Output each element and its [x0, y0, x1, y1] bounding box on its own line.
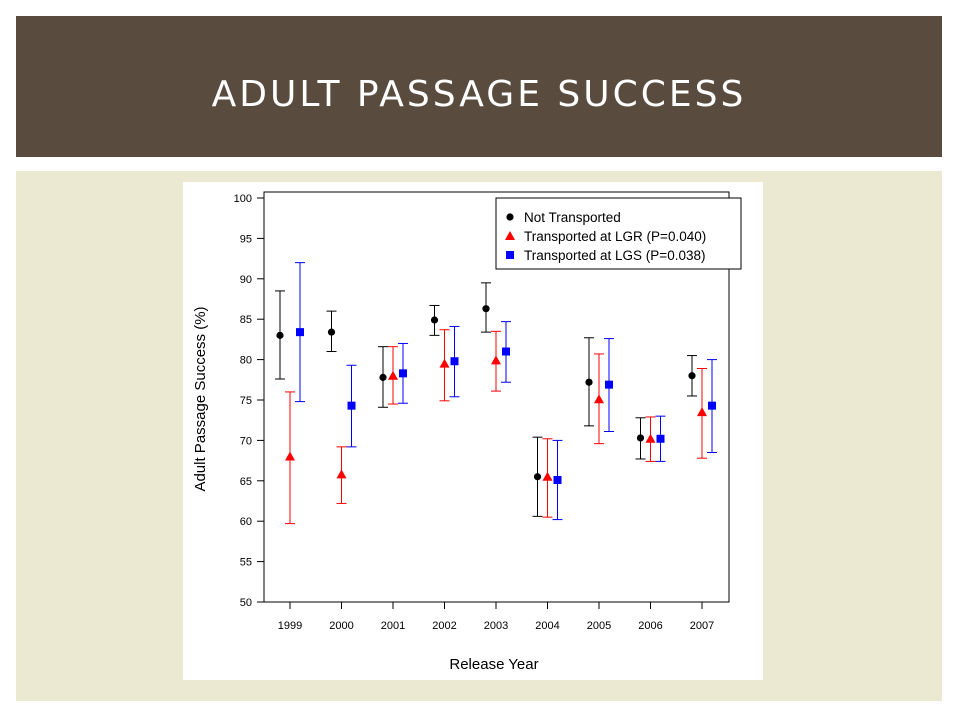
- title-banner: ADULT PASSAGE SUCCESS: [16, 16, 942, 157]
- data-point: [636, 434, 645, 442]
- x-tick-label: 1999: [278, 620, 302, 632]
- y-axis-title: Adult Passage Success (%): [192, 306, 209, 491]
- data-point: [276, 331, 284, 339]
- slide-title: ADULT PASSAGE SUCCESS: [211, 74, 747, 115]
- y-tick-label: 85: [240, 314, 252, 326]
- x-tick-label: 2002: [432, 620, 456, 632]
- passage-success-chart: 50 55 60 65 70 75 80 85 90 95 100 1999 2000 2001 2002 2…: [192, 191, 742, 673]
- x-tick-label: 2004: [535, 620, 559, 632]
- legend-label: Not Transported: [524, 210, 621, 225]
- data-point: [450, 357, 459, 366]
- x-tick-label: 2007: [690, 620, 714, 632]
- x-tick-label: 2006: [638, 620, 662, 632]
- legend-marker: [505, 231, 515, 240]
- data-point: [347, 401, 356, 410]
- y-tick-label: 80: [240, 355, 252, 367]
- x-axis-title: Release Year: [449, 656, 538, 673]
- data-point: [708, 401, 716, 410]
- x-tick-label: 2001: [381, 620, 405, 632]
- legend-label: Transported at LGS (P=0.038): [524, 248, 705, 263]
- legend: Not Transported Transported at LGR (P=0.0…: [495, 197, 742, 270]
- y-tick-label: 95: [240, 233, 252, 245]
- series-3: [295, 262, 717, 521]
- series-2: [285, 329, 707, 525]
- data-point: [605, 380, 613, 389]
- data-point: [327, 328, 336, 336]
- data-point: [645, 433, 656, 443]
- data-point: [296, 328, 304, 337]
- x-tick-label: 2005: [587, 620, 611, 632]
- x-tick-label: 2003: [484, 620, 508, 632]
- marks-layer: [275, 262, 717, 525]
- data-point: [399, 369, 407, 378]
- y-tick-label: 100: [234, 193, 252, 205]
- data-point: [533, 473, 542, 481]
- y-tick-label: 75: [240, 395, 252, 407]
- series-1: [275, 282, 697, 517]
- y-tick-label: 90: [240, 274, 252, 286]
- legend-label: Transported at LGR (P=0.040): [524, 229, 706, 244]
- legend-box: [495, 197, 742, 270]
- data-point: [585, 378, 593, 386]
- legend-marker: [506, 213, 514, 221]
- chart-panel: 50 55 60 65 70 75 80 85 90 95 100 1999 2000 2001 2002 2…: [183, 182, 763, 680]
- data-point: [482, 305, 490, 313]
- data-point: [697, 407, 707, 417]
- y-tick-label: 60: [240, 516, 252, 528]
- legend-marker: [506, 251, 514, 259]
- x-tick-label: 2000: [329, 620, 353, 632]
- data-point: [430, 316, 439, 324]
- data-point: [542, 471, 553, 481]
- y-tick-label: 65: [240, 476, 252, 488]
- data-point: [336, 469, 347, 479]
- data-point: [285, 451, 295, 461]
- data-point: [502, 347, 510, 356]
- y-tick-label: 55: [240, 557, 252, 569]
- y-tick-label: 50: [240, 597, 252, 609]
- data-point: [491, 355, 501, 365]
- data-point: [688, 372, 696, 380]
- data-point: [439, 358, 450, 368]
- data-point: [553, 475, 562, 484]
- data-point: [379, 373, 387, 381]
- y-tick-label: 70: [240, 435, 252, 447]
- data-point: [388, 370, 398, 380]
- axes-layer: 50 55 60 65 70 75 80 85 90 95 100 1999 2000 2001 2002 2…: [234, 191, 730, 632]
- data-point: [594, 394, 604, 404]
- data-point: [656, 434, 665, 443]
